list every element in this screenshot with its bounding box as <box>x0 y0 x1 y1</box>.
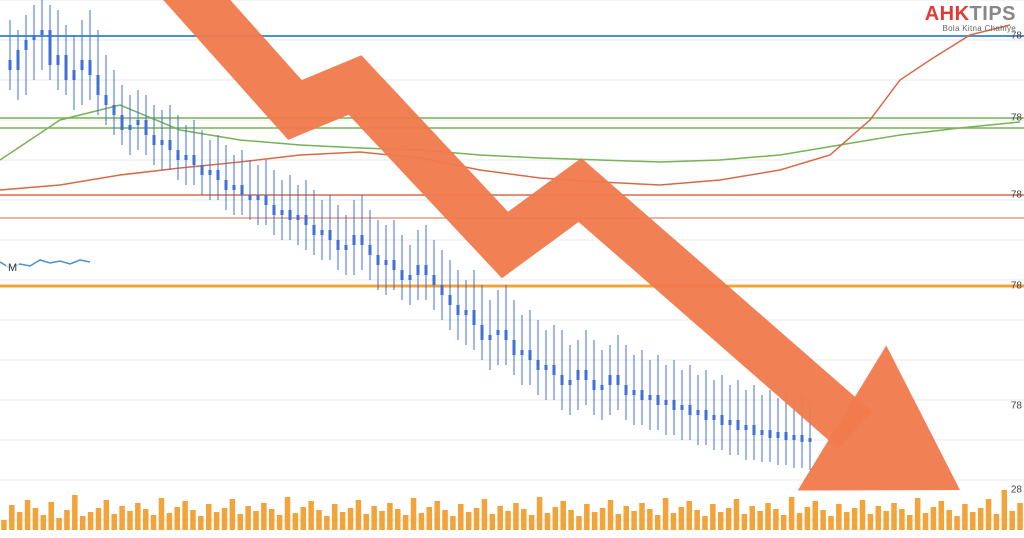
m-label: M <box>6 262 19 274</box>
y-axis-tick-label: 78 <box>1011 401 1022 412</box>
stock-chart-container: AHKTIPS Bola Kitna Chahiye 787878787828 … <box>0 0 1024 538</box>
y-axis-tick-label: 78 <box>1011 31 1022 42</box>
y-axis-tick-label: 78 <box>1011 113 1022 124</box>
y-axis-tick-label: 78 <box>1011 281 1022 292</box>
chart-svg <box>0 0 1024 538</box>
y-axis-tick-label: 78 <box>1011 190 1022 201</box>
y-axis-tick-label: 28 <box>1011 485 1022 496</box>
